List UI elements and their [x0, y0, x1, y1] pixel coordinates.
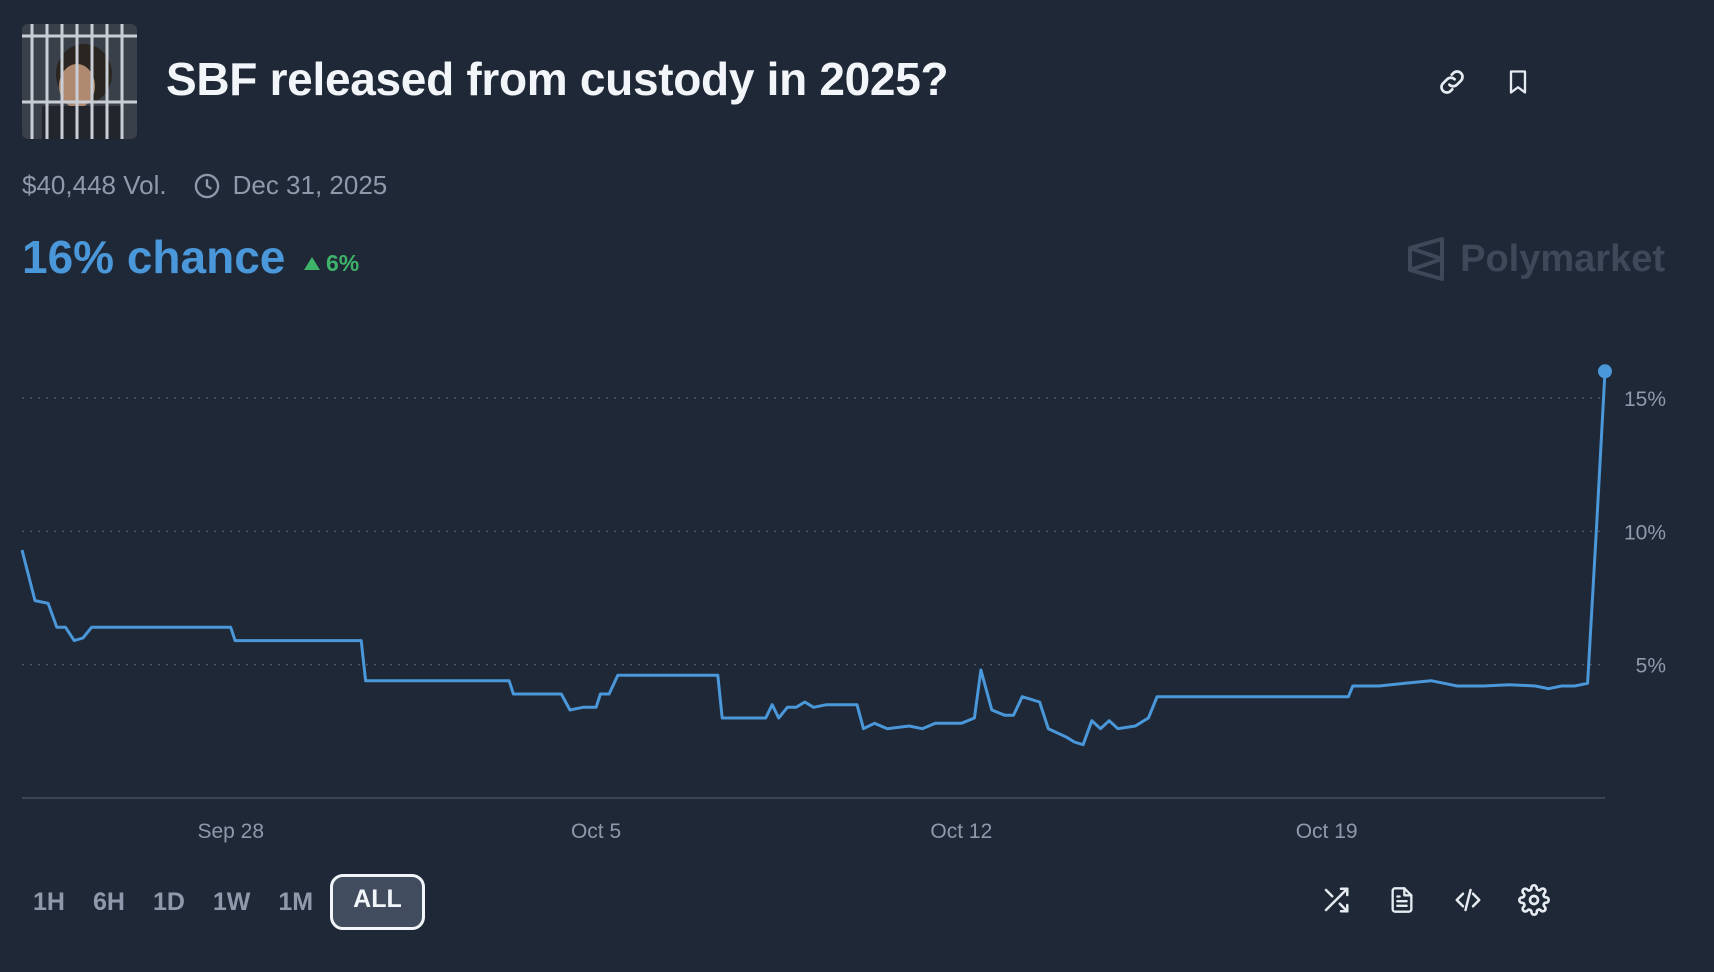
- x-tick-label: Oct 5: [571, 820, 621, 843]
- series-line: [20, 371, 1607, 747]
- x-tick-label: Oct 19: [1296, 820, 1358, 843]
- probability-chart: 5% 10% 15% Sep 28 Oct 5 Oct 12 Oct 19: [20, 364, 1666, 843]
- time-range-selector: 1H 6H 1D 1W 1M ALL: [22, 874, 431, 930]
- y-tick-label: 5%: [1636, 655, 1666, 678]
- range-button-1h[interactable]: 1H: [33, 888, 65, 916]
- range-button-1d[interactable]: 1D: [152, 888, 185, 916]
- range-button-6h[interactable]: 6H: [92, 888, 125, 916]
- volume-label: $40,448 Vol.: [22, 170, 167, 200]
- change-badge: 6%: [304, 250, 359, 277]
- page-title: SBF released from custody in 2025?: [166, 53, 949, 105]
- last-point-marker: [1598, 364, 1612, 379]
- shuffle-icon[interactable]: [1316, 880, 1356, 920]
- gear-icon[interactable]: [1514, 880, 1554, 920]
- clock-icon: [193, 172, 221, 200]
- x-tick-label: Sep 28: [197, 820, 264, 843]
- bookmark-icon[interactable]: [1498, 62, 1538, 102]
- range-button-1m[interactable]: 1M: [278, 888, 314, 916]
- market-thumbnail: [22, 24, 137, 139]
- range-button-all[interactable]: ALL: [330, 874, 425, 930]
- x-tick-label: Oct 12: [930, 820, 992, 843]
- link-icon[interactable]: [1432, 62, 1472, 102]
- up-triangle-icon: [304, 257, 320, 270]
- brand-name: Polymarket: [1460, 237, 1665, 280]
- end-date: Dec 31, 2025: [232, 170, 388, 200]
- chance-value: 16% chance: [22, 231, 286, 283]
- document-icon[interactable]: [1382, 880, 1422, 920]
- y-tick-label: 10%: [1624, 521, 1666, 544]
- polymarket-watermark: Polymarket: [1406, 236, 1665, 282]
- polymarket-logo-icon: [1406, 236, 1446, 282]
- range-button-1w[interactable]: 1W: [212, 888, 251, 916]
- y-tick-label: 15%: [1624, 388, 1666, 411]
- code-icon[interactable]: [1448, 880, 1488, 920]
- change-value: 6%: [326, 250, 360, 276]
